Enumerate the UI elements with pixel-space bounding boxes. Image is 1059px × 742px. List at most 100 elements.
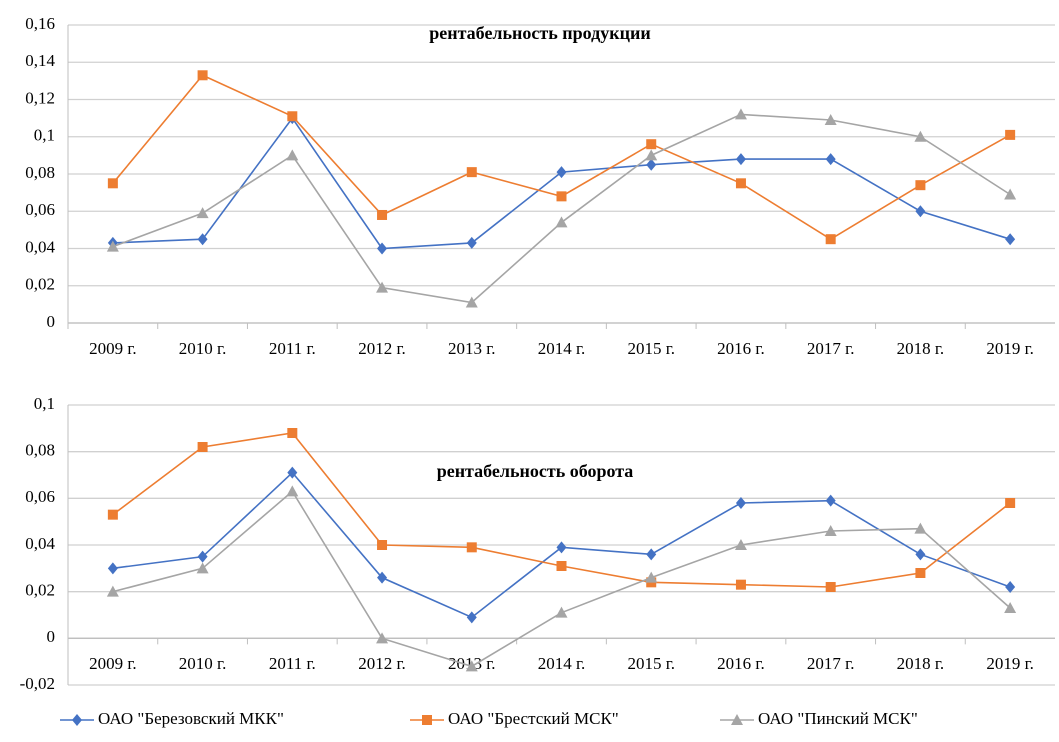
x-tick-label: 2016 г. [717,654,765,673]
x-tick-label: 2018 г. [897,339,945,358]
marker [556,191,567,202]
legend-label: ОАО "Брестский МСК" [448,709,619,728]
x-tick-label: 2014 г. [538,339,586,358]
y-tick-label: 0,02 [25,275,55,294]
marker [107,178,118,189]
x-tick-label: 2015 г. [627,339,675,358]
marker [1005,233,1016,246]
marker [731,714,743,725]
marker [197,550,208,563]
marker [465,660,478,672]
marker [286,485,299,497]
marker [107,562,118,575]
x-tick-label: 2014 г. [538,654,586,673]
marker [466,611,477,624]
marker [466,236,477,249]
y-tick-label: 0,08 [25,441,55,460]
marker [422,715,432,725]
marker [734,539,747,550]
y-tick-label: 0,04 [25,534,55,553]
legend-label: ОАО "Березовский МКК" [98,709,284,728]
marker [914,130,927,142]
x-tick-label: 2012 г. [358,654,406,673]
y-tick-label: 0,08 [25,163,55,182]
marker [377,540,388,550]
marker [556,541,567,554]
marker [197,233,208,246]
x-tick-label: 2019 г. [986,654,1034,673]
marker [1005,498,1016,508]
marker [1005,581,1016,593]
marker [377,242,388,255]
marker [555,216,568,228]
marker [734,108,747,120]
marker [466,542,477,553]
marker [196,207,209,219]
x-tick-label: 2010 г. [179,654,227,673]
marker [197,442,208,452]
marker [1004,602,1017,613]
y-tick-label: 0,12 [25,88,55,107]
x-tick-label: 2016 г. [717,339,765,358]
y-tick-label: 0,14 [25,51,55,70]
marker [825,582,836,592]
marker [556,166,567,179]
marker [915,180,926,191]
marker [914,522,927,534]
marker [825,153,836,166]
y-tick-label: 0,02 [25,581,55,600]
y-tick-label: 0 [47,312,56,331]
series-line [112,113,1011,304]
y-tick-label: 0,06 [25,200,55,219]
marker [645,149,658,161]
marker [1004,188,1017,200]
marker [376,632,389,644]
y-tick-label: -0,02 [20,674,55,693]
marker [377,571,388,584]
x-tick-label: 2012 г. [358,339,406,358]
marker [825,234,836,245]
marker [735,178,746,189]
marker [824,525,837,536]
marker [466,167,477,178]
marker [106,585,119,597]
marker [555,606,568,618]
x-tick-label: 2017 г. [807,654,855,673]
marker [915,548,926,561]
marker [377,209,388,220]
chart-title: рентабельность оборота [437,461,634,481]
marker [1005,129,1016,140]
x-tick-label: 2013 г. [448,339,496,358]
marker [72,714,82,726]
x-tick-label: 2010 г. [179,339,227,358]
chart-title: рентабельность продукции [429,23,650,43]
marker [915,568,926,578]
marker [287,111,298,122]
x-tick-label: 2009 г. [89,339,137,358]
marker [646,158,657,171]
marker [915,205,926,218]
marker [287,466,298,479]
y-tick-label: 0,1 [34,126,55,145]
y-tick-label: 0 [47,627,56,646]
marker [645,571,658,583]
marker [196,562,209,574]
x-tick-label: 2019 г. [986,339,1034,358]
x-tick-label: 2017 г. [807,339,855,358]
marker [735,497,746,509]
marker [556,561,567,571]
y-tick-label: 0,16 [25,14,55,33]
x-tick-label: 2015 г. [627,654,675,673]
x-tick-label: 2018 г. [897,654,945,673]
y-tick-label: 0,1 [34,394,55,413]
marker [646,548,657,561]
marker [107,509,118,520]
marker [287,428,298,438]
x-tick-label: 2011 г. [269,339,316,358]
marker [286,149,299,161]
x-tick-label: 2011 г. [269,654,316,673]
marker [824,113,837,125]
marker [106,240,119,252]
